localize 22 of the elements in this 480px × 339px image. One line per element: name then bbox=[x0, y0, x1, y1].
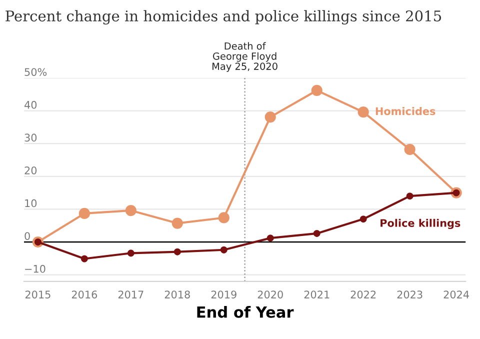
y-tick-label: 10 bbox=[25, 199, 37, 208]
x-tick-label: 2022 bbox=[350, 290, 376, 298]
y-tick-label: 0 bbox=[24, 232, 30, 240]
x-axis-title: End of Year bbox=[197, 306, 294, 318]
x-tick-label: 2015 bbox=[25, 290, 50, 298]
series-label: Homicides bbox=[376, 107, 436, 116]
y-tick-label: 30 bbox=[24, 134, 37, 142]
series-label: Police killings bbox=[380, 218, 460, 230]
x-tick-label: 2017 bbox=[118, 290, 144, 298]
x-tick-label: 2023 bbox=[397, 290, 422, 298]
x-tick-label: 2016 bbox=[72, 290, 98, 298]
x-tick-label: 2024 bbox=[444, 290, 469, 298]
y-tick-label: 20 bbox=[24, 166, 37, 174]
y-tick-label: 40 bbox=[24, 100, 37, 109]
y-tick-label: −10 bbox=[25, 264, 46, 273]
y-tick-label: 50% bbox=[24, 68, 47, 76]
x-tick-label: 2020 bbox=[258, 290, 283, 298]
x-tick-label: 2021 bbox=[304, 290, 330, 298]
x-tick-label: 2019 bbox=[211, 290, 236, 298]
x-tick-label: 2018 bbox=[164, 290, 190, 298]
ref-line-label: Death of George Floyd May 25, 2020 bbox=[212, 42, 278, 72]
chart-title: Percent change in homicides and police killings since 2015 bbox=[6, 10, 442, 24]
